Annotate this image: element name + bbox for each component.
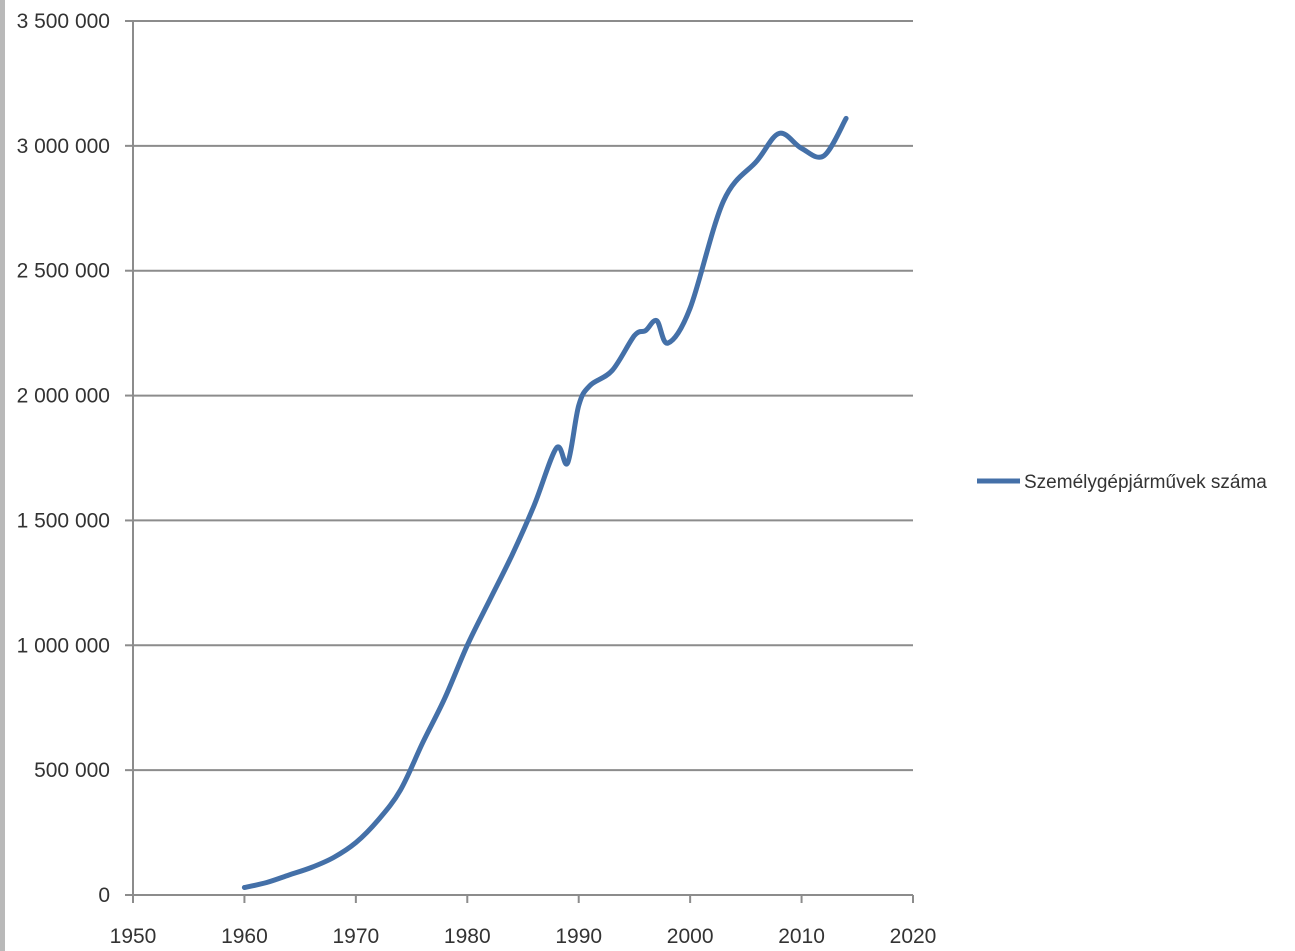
y-tick-label: 1 500 000 [17, 509, 110, 532]
x-tick-label: 1980 [444, 925, 491, 948]
y-tick-label: 2 000 000 [17, 385, 110, 408]
legend: Személygépjárművek száma [977, 472, 1267, 493]
y-tick-label: 3 000 000 [17, 135, 110, 158]
left-border [0, 0, 5, 951]
x-tick-label: 2020 [890, 925, 937, 948]
y-tick-label: 1 000 000 [17, 634, 110, 657]
axes [132, 21, 913, 896]
x-axis-ticks: 1950 1960 1970 1980 1990 2000 2010 2020 [110, 895, 937, 948]
legend-label: Személygépjárművek száma [1024, 472, 1267, 493]
x-tick-label: 1990 [555, 925, 602, 948]
y-tick-label: 500 000 [34, 759, 110, 782]
x-tick-label: 2000 [667, 925, 714, 948]
y-tick-label: 2 500 000 [17, 260, 110, 283]
x-tick-label: 2010 [778, 925, 825, 948]
y-tick-label: 0 [98, 884, 110, 907]
series-line-0 [241, 115, 849, 890]
x-tick-label: 1970 [332, 925, 379, 948]
gridlines [133, 20, 913, 772]
x-tick-label: 1960 [221, 925, 268, 948]
y-tick-label: 3 500 000 [17, 10, 110, 33]
series-lines [241, 115, 849, 890]
y-axis-ticks: 0 500 000 1 000 000 1 500 000 2 000 000 2 500… [17, 10, 133, 907]
x-tick-label: 1950 [110, 925, 157, 948]
